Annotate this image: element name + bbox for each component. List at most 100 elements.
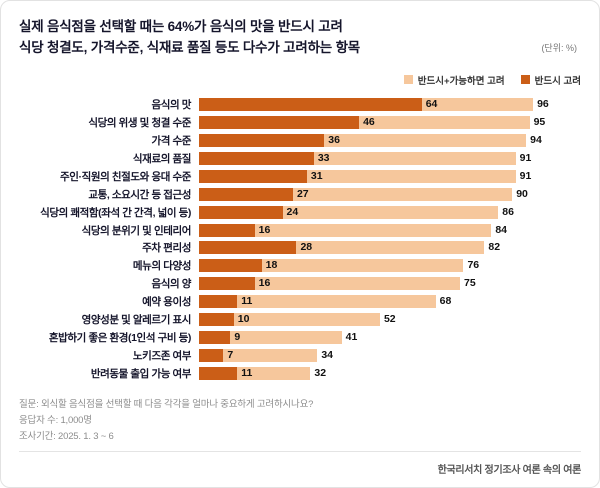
value-label-must: 18 bbox=[265, 259, 278, 272]
category-label: 가격 수준 bbox=[151, 135, 191, 148]
bar-total-consider bbox=[199, 348, 318, 362]
legend-label-total: 반드시+가능하면 고려 bbox=[417, 75, 505, 87]
bar-must-consider bbox=[199, 348, 224, 362]
value-label-total: 96 bbox=[537, 98, 549, 111]
bar-area: 64 96 bbox=[199, 98, 549, 112]
value-label-must: 46 bbox=[363, 116, 375, 129]
bar-must-consider bbox=[199, 187, 293, 201]
chart-row: 식당의 분위기 및 인테리어 16 84 bbox=[19, 221, 581, 239]
bar-area: 11 32 bbox=[199, 366, 547, 380]
category-label: 식당의 분위기 및 인테리어 bbox=[81, 224, 192, 237]
value-label-must: 31 bbox=[310, 169, 323, 182]
value-label-must: 9 bbox=[234, 330, 241, 343]
chart-row: 반려동물 출입 가능 여부 11 32 bbox=[19, 364, 581, 382]
bar-must-consider bbox=[199, 98, 422, 112]
chart-row: 식당의 쾌적함(좌석 간 간격, 넓이 등) 24 86 bbox=[19, 203, 581, 221]
legend: 반드시+가능하면 고려 반드시 고려 bbox=[19, 73, 581, 87]
legend-swatch-must bbox=[520, 75, 530, 85]
value-label-total: 86 bbox=[502, 205, 514, 218]
value-label-must: 24 bbox=[286, 205, 299, 218]
unit-note: (단위: %) bbox=[541, 43, 577, 53]
category-label: 음식의 양 bbox=[151, 278, 191, 291]
value-label-total: 84 bbox=[495, 223, 507, 236]
value-label-must: 36 bbox=[328, 134, 340, 147]
category-label: 혼밥하기 좋은 환경(1인석 구비 등) bbox=[48, 331, 191, 344]
category-label: 예약 용이성 bbox=[142, 296, 191, 309]
legend-swatch-total bbox=[403, 75, 413, 85]
footnotes: 질문: 외식할 음식점을 선택할 때 다음 각각을 얼마나 중요하게 고려하시나… bbox=[19, 397, 581, 445]
bar-must-consider bbox=[199, 312, 234, 326]
bar-must-consider bbox=[199, 151, 314, 165]
value-label-must: 64 bbox=[425, 98, 438, 111]
value-label-must: 7 bbox=[227, 348, 234, 361]
value-label-total: 76 bbox=[467, 259, 480, 272]
chart-row: 혼밥하기 좋은 환경(1인석 구비 등) 9 41 bbox=[19, 328, 581, 346]
footnote-period: 조사기간: 2025. 1. 3 ~ 6 bbox=[19, 431, 114, 443]
source-footer: 한국리서치 정기조사 여론 속의 여론 bbox=[19, 451, 581, 476]
value-label-must: 11 bbox=[241, 366, 253, 379]
category-label: 식당의 위생 및 청결 수준 bbox=[88, 117, 191, 130]
bar-total-consider bbox=[199, 330, 342, 344]
bar-area: 31 91 bbox=[199, 169, 547, 183]
bar-total-consider bbox=[199, 295, 436, 309]
bar-area: 11 68 bbox=[199, 295, 547, 309]
bar-must-consider bbox=[199, 277, 255, 291]
value-label-total: 32 bbox=[314, 366, 327, 379]
value-label-must: 28 bbox=[300, 241, 313, 254]
category-label: 메뉴의 다양성 bbox=[132, 260, 191, 273]
bar-must-consider bbox=[199, 169, 307, 183]
category-label: 식재료의 품질 bbox=[132, 152, 191, 165]
bar-must-consider bbox=[199, 330, 231, 344]
value-label-total: 34 bbox=[321, 348, 333, 361]
value-label-total: 90 bbox=[516, 187, 528, 200]
bar-area: 36 94 bbox=[199, 134, 547, 148]
category-label: 교통, 소요시간 등 접근성 bbox=[88, 188, 191, 201]
bar-must-consider bbox=[199, 116, 360, 130]
value-label-must: 10 bbox=[237, 312, 250, 325]
title-line-2: 식당 청결도, 가격수준, 식재료 품질 등도 다수가 고려하는 항목 bbox=[19, 39, 361, 55]
bar-area: 28 82 bbox=[199, 241, 547, 255]
value-label-total: 95 bbox=[533, 116, 546, 129]
value-label-total: 94 bbox=[530, 134, 542, 147]
chart-row: 가격 수준 36 94 bbox=[19, 132, 581, 150]
category-label: 반려동물 출입 가능 여부 bbox=[90, 367, 192, 380]
bar-must-consider bbox=[199, 241, 297, 255]
bar-must-consider bbox=[199, 295, 238, 309]
title-line-1: 실제 음식점을 선택할 때는 64%가 음식의 맛을 반드시 고려 bbox=[19, 19, 343, 34]
bar-area: 18 76 bbox=[199, 259, 547, 273]
chart-row: 음식의 양 16 75 bbox=[19, 275, 581, 293]
bar-area: 9 41 bbox=[199, 330, 547, 344]
bar-area: 10 52 bbox=[199, 312, 547, 326]
bar-total-consider bbox=[199, 312, 380, 326]
bar-must-consider bbox=[199, 366, 238, 380]
value-label-must: 16 bbox=[258, 277, 271, 290]
legend-item-total: 반드시+가능하면 고려 bbox=[403, 73, 505, 87]
category-label: 주인·직원의 친절도와 응대 수준 bbox=[59, 170, 191, 183]
value-label-must: 33 bbox=[317, 151, 330, 164]
bar-area: 46 95 bbox=[199, 116, 547, 130]
chart-row: 예약 용이성 11 68 bbox=[19, 293, 581, 311]
value-label-total: 82 bbox=[488, 241, 501, 254]
legend-label-must: 반드시 고려 bbox=[534, 75, 581, 87]
category-label: 식당의 쾌적함(좌석 간 간격, 넓이 등) bbox=[40, 206, 191, 219]
chart-row: 메뉴의 다양성 18 76 bbox=[19, 257, 581, 275]
bar-chart: 음식의 맛 64 96 식당의 위생 및 청결 수준 46 95 가격 수준 bbox=[19, 96, 581, 382]
bar-area: 16 84 bbox=[199, 223, 547, 237]
legend-item-must: 반드시 고려 bbox=[520, 73, 581, 87]
category-label: 음식의 맛 bbox=[151, 99, 191, 112]
chart-row: 교통, 소요시간 등 접근성 27 90 bbox=[19, 185, 581, 203]
value-label-total: 91 bbox=[519, 151, 532, 164]
value-label-total: 91 bbox=[519, 169, 532, 182]
category-label: 영양성분 및 알레르기 표시 bbox=[81, 313, 192, 326]
value-label-total: 75 bbox=[464, 277, 476, 290]
bar-area: 24 86 bbox=[199, 205, 547, 219]
chart-row: 식당의 위생 및 청결 수준 46 95 bbox=[19, 114, 581, 132]
value-label-must: 27 bbox=[296, 187, 309, 200]
chart-row: 노키즈존 여부 7 34 bbox=[19, 346, 581, 364]
chart-row: 주차 편리성 28 82 bbox=[19, 239, 581, 257]
chart-row: 영양성분 및 알레르기 표시 10 52 bbox=[19, 311, 581, 329]
bar-total-consider bbox=[199, 223, 492, 237]
bar-area: 7 34 bbox=[199, 348, 547, 362]
bar-area: 27 90 bbox=[199, 187, 547, 201]
